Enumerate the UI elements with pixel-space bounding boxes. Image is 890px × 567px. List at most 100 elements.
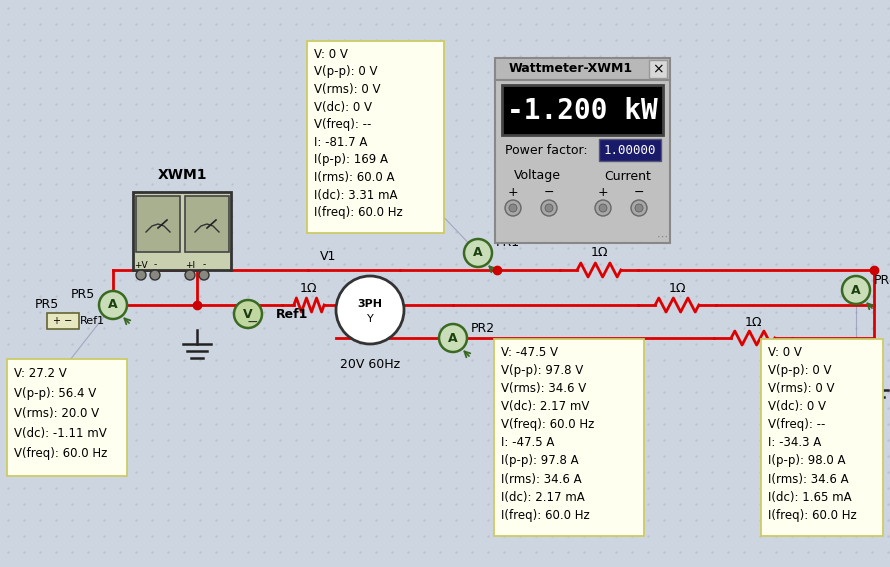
Text: I(p-p): 98.0 A: I(p-p): 98.0 A (768, 455, 845, 467)
Text: +: + (598, 185, 608, 198)
Text: Power factor:: Power factor: (505, 143, 587, 156)
FancyBboxPatch shape (7, 359, 127, 476)
FancyBboxPatch shape (761, 339, 883, 536)
Text: A: A (473, 247, 482, 260)
FancyBboxPatch shape (136, 196, 180, 252)
Circle shape (464, 239, 492, 267)
Text: ⋯: ⋯ (657, 232, 668, 242)
Text: V(rms): 0 V: V(rms): 0 V (768, 382, 835, 395)
Text: V(p-p): 56.4 V: V(p-p): 56.4 V (14, 387, 96, 400)
Text: XWM1: XWM1 (158, 168, 206, 182)
Circle shape (631, 200, 647, 216)
Text: Wattmeter-XWM1: Wattmeter-XWM1 (508, 62, 633, 75)
Circle shape (150, 270, 160, 280)
Text: V(freq): 60.0 Hz: V(freq): 60.0 Hz (501, 418, 595, 431)
Text: A: A (449, 332, 457, 345)
Text: Ref1: Ref1 (276, 307, 308, 320)
Circle shape (545, 204, 553, 212)
FancyBboxPatch shape (599, 139, 661, 161)
Circle shape (136, 270, 146, 280)
FancyBboxPatch shape (494, 339, 644, 536)
Text: I(rms): 34.6 A: I(rms): 34.6 A (501, 472, 582, 485)
Text: I(dc): 3.31 mA: I(dc): 3.31 mA (314, 189, 398, 201)
Text: V(freq): --: V(freq): -- (768, 418, 825, 431)
Text: I(dc): 2.17 mA: I(dc): 2.17 mA (501, 490, 585, 503)
Text: V(p-p): 0 V: V(p-p): 0 V (768, 364, 831, 377)
Text: A: A (109, 298, 117, 311)
Text: I(dc): 1.65 mA: I(dc): 1.65 mA (768, 490, 852, 503)
Text: PR1: PR1 (496, 236, 520, 249)
Text: I: -34.3 A: I: -34.3 A (768, 437, 821, 450)
Text: 1Ω: 1Ω (668, 281, 686, 294)
Text: +: + (507, 185, 518, 198)
Text: V1: V1 (320, 249, 336, 263)
Text: I: -81.7 A: I: -81.7 A (314, 136, 368, 149)
Text: I(freq): 60.0 Hz: I(freq): 60.0 Hz (768, 509, 857, 522)
Text: PR5: PR5 (70, 289, 95, 302)
Circle shape (599, 204, 607, 212)
Circle shape (509, 204, 517, 212)
FancyBboxPatch shape (133, 192, 231, 270)
Text: -1.200 kW: -1.200 kW (507, 97, 658, 125)
Text: + −: + − (53, 316, 72, 326)
Circle shape (541, 200, 557, 216)
Text: +V: +V (134, 260, 148, 269)
Text: V: V (243, 307, 253, 320)
Text: I(rms): 34.6 A: I(rms): 34.6 A (768, 472, 849, 485)
Text: PR5: PR5 (35, 298, 60, 311)
Circle shape (99, 291, 127, 319)
Circle shape (234, 300, 262, 328)
Text: −: − (634, 185, 644, 198)
FancyBboxPatch shape (495, 80, 670, 243)
Text: -: - (153, 260, 157, 269)
Text: I(freq): 60.0 Hz: I(freq): 60.0 Hz (501, 509, 590, 522)
FancyBboxPatch shape (649, 60, 667, 78)
Text: A: A (851, 284, 861, 297)
Text: V: 0 V: V: 0 V (768, 346, 802, 359)
Text: I(freq): 60.0 Hz: I(freq): 60.0 Hz (314, 206, 403, 219)
Text: PR4: PR4 (874, 273, 890, 286)
Text: 1Ω: 1Ω (299, 281, 317, 294)
Text: V(freq): --: V(freq): -- (314, 118, 371, 131)
Text: I: -47.5 A: I: -47.5 A (501, 437, 554, 450)
Circle shape (185, 270, 195, 280)
Text: 1.00000: 1.00000 (603, 143, 656, 156)
Text: V: 27.2 V: V: 27.2 V (14, 367, 67, 380)
Text: V(rms): 20.0 V: V(rms): 20.0 V (14, 407, 99, 420)
Text: V: 0 V: V: 0 V (314, 48, 348, 61)
Text: V(dc): -1.11 mV: V(dc): -1.11 mV (14, 427, 107, 440)
Text: -: - (202, 260, 206, 269)
FancyBboxPatch shape (502, 85, 663, 135)
Text: I(p-p): 97.8 A: I(p-p): 97.8 A (501, 455, 578, 467)
Circle shape (199, 270, 209, 280)
Circle shape (336, 276, 404, 344)
Text: V(rms): 34.6 V: V(rms): 34.6 V (501, 382, 587, 395)
FancyBboxPatch shape (185, 196, 229, 252)
Circle shape (635, 204, 643, 212)
Text: 1Ω: 1Ω (744, 315, 762, 328)
Circle shape (505, 200, 521, 216)
Text: ×: × (652, 62, 664, 76)
Text: V(dc): 0 V: V(dc): 0 V (768, 400, 826, 413)
Text: −: − (544, 185, 554, 198)
Text: V(p-p): 0 V: V(p-p): 0 V (314, 65, 377, 78)
Circle shape (595, 200, 611, 216)
Text: V: -47.5 V: V: -47.5 V (501, 346, 558, 359)
Text: +I: +I (185, 260, 195, 269)
Text: −: − (247, 315, 258, 329)
Text: Ref1: Ref1 (80, 316, 105, 326)
Text: V(dc): 2.17 mV: V(dc): 2.17 mV (501, 400, 589, 413)
Circle shape (842, 276, 870, 304)
Text: PR2: PR2 (471, 321, 495, 335)
Text: V(p-p): 97.8 V: V(p-p): 97.8 V (501, 364, 583, 377)
Text: 3PH: 3PH (358, 299, 383, 309)
Text: 1Ω: 1Ω (590, 247, 608, 260)
Text: V(rms): 0 V: V(rms): 0 V (314, 83, 381, 96)
FancyBboxPatch shape (307, 41, 444, 233)
Text: I(rms): 60.0 A: I(rms): 60.0 A (314, 171, 394, 184)
Text: I(p-p): 169 A: I(p-p): 169 A (314, 153, 388, 166)
Text: Y: Y (367, 314, 374, 324)
Text: Voltage: Voltage (514, 170, 561, 183)
Text: V(freq): 60.0 Hz: V(freq): 60.0 Hz (14, 447, 108, 460)
Text: 20V 60Hz: 20V 60Hz (340, 358, 400, 371)
